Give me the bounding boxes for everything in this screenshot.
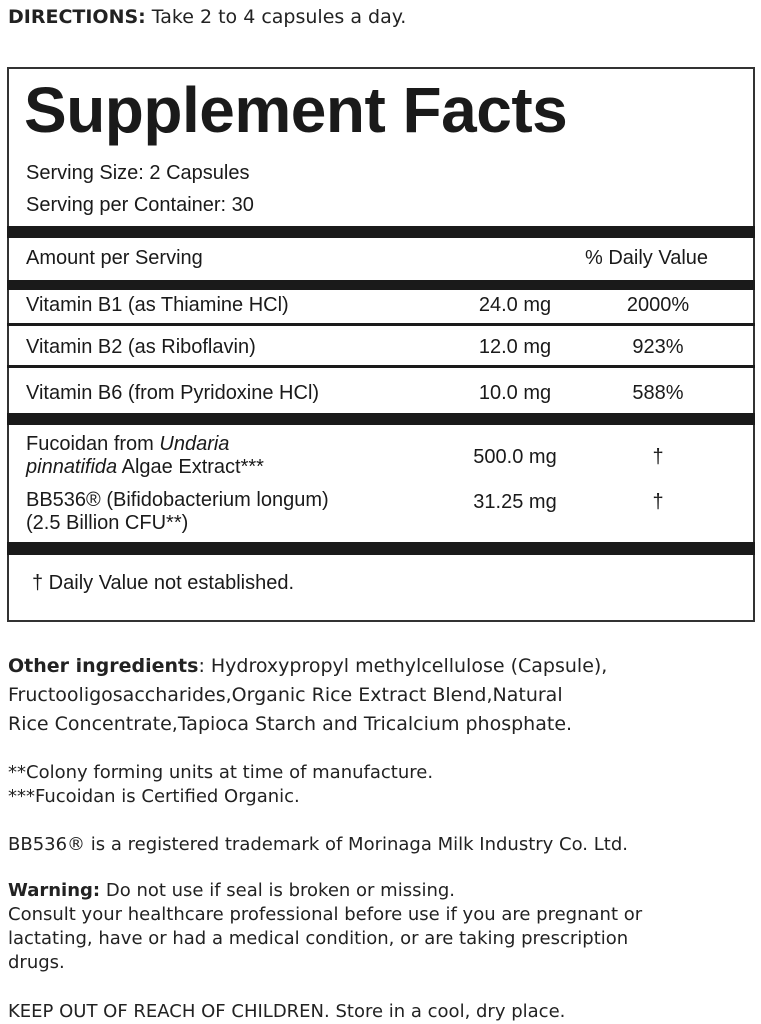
fucoidan-dv: † <box>652 446 664 468</box>
text: drugs. <box>8 952 65 973</box>
amount-header: Amount per Serving <box>26 247 203 269</box>
divider <box>7 365 755 368</box>
bb536-amount: 31.25 mg <box>473 491 557 513</box>
text: Fucoidan from <box>26 433 160 455</box>
vitamin-amount: 24.0 mg <box>478 294 552 316</box>
fucoidan-name: Fucoidan from Undaria pinnatifida Algae E… <box>26 433 264 479</box>
directions-label: DIRECTIONS: <box>8 6 146 28</box>
divider <box>7 226 755 238</box>
text: Algae Extract*** <box>117 456 264 478</box>
vitamin-amount: 12.0 mg <box>478 336 552 358</box>
divider <box>7 323 755 326</box>
divider <box>7 280 755 290</box>
vitamin-name: Vitamin B6 (from Pyridoxine HCl) <box>26 382 320 404</box>
supplement-facts-panel <box>7 67 755 622</box>
text: Undaria <box>159 433 230 455</box>
text: lactating, have or had a medical conditi… <box>8 928 629 949</box>
text: BB536® (Bifidobacterium longum) <box>26 489 329 511</box>
servings-per-container: Serving per Container: 30 <box>26 194 254 216</box>
vitamin-name: Vitamin B2 (as Riboflavin) <box>26 336 256 358</box>
fucoidan-amount: 500.0 mg <box>473 446 557 468</box>
text: Do not use if seal is broken or missing. <box>100 880 456 901</box>
keep-out-note: KEEP OUT OF REACH OF CHILDREN. Store in … <box>8 1001 566 1022</box>
warning-label: Warning: <box>8 880 101 901</box>
text: Fructooligosaccharides,Organic Rice Extr… <box>8 684 563 706</box>
warning: Warning: Do not use if seal is broken or… <box>8 879 642 975</box>
vitamin-dv: 923% <box>632 336 684 358</box>
dv-header: % Daily Value <box>585 247 709 269</box>
other-label: Other ingredients <box>8 655 199 677</box>
serving-size: Serving Size: 2 Capsules <box>26 162 250 184</box>
text: Consult your healthcare professional bef… <box>8 904 643 925</box>
text: Rice Concentrate,Tapioca Starch and Tric… <box>8 713 573 735</box>
divider <box>7 542 755 555</box>
vitamin-dv: 588% <box>632 382 684 404</box>
text: pinnatifida <box>26 456 118 478</box>
other-ingredients: Other ingredients: Hydroxypropyl methylc… <box>8 652 607 739</box>
organic-note: ***Fucoidan is Certified Organic. <box>8 786 300 807</box>
facts-title: Supplement Facts <box>24 74 568 146</box>
divider <box>7 413 755 425</box>
bb536-name: BB536® (Bifidobacterium longum) (2.5 Bill… <box>26 489 329 535</box>
dv-footnote: † Daily Value not established. <box>32 572 295 594</box>
directions: DIRECTIONS: Take 2 to 4 capsules a day. <box>8 5 406 29</box>
vitamin-name: Vitamin B1 (as Thiamine HCl) <box>26 294 289 316</box>
vitamin-dv: 2000% <box>626 294 690 316</box>
cfu-note: **Colony forming units at time of manufa… <box>8 762 434 783</box>
trademark-note: BB536® is a registered trademark of Mori… <box>8 834 628 855</box>
vitamin-amount: 10.0 mg <box>478 382 552 404</box>
text: (2.5 Billion CFU**) <box>26 512 189 534</box>
directions-text: Take 2 to 4 capsules a day. <box>145 6 407 28</box>
text: : Hydroxypropyl methylcellulose (Capsule… <box>198 655 608 677</box>
bb536-dv: † <box>652 491 664 513</box>
